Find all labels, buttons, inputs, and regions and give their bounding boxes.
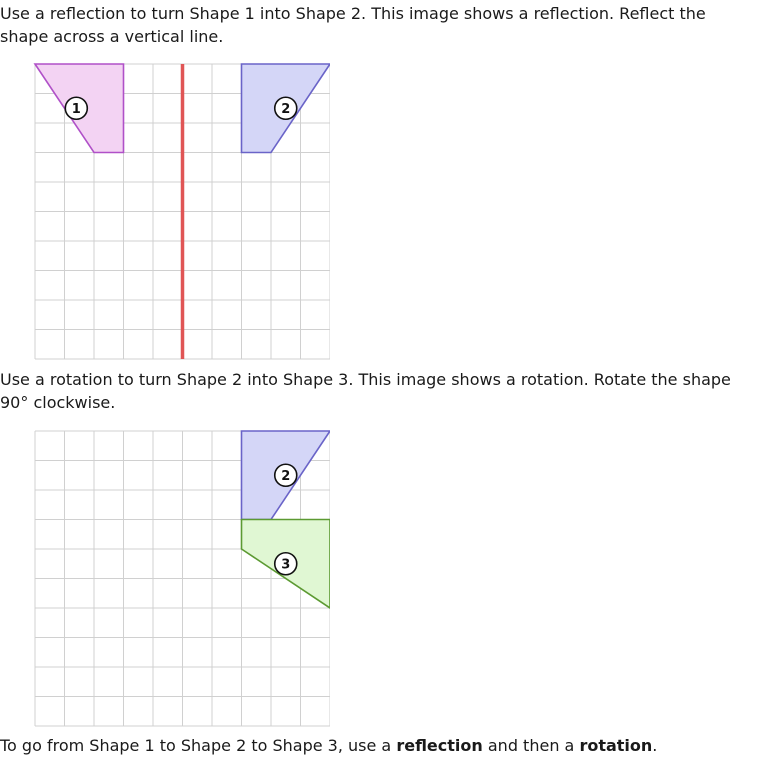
shape2-label-badge xyxy=(273,463,298,488)
shape2: 2 xyxy=(240,430,332,521)
shape3: 3 xyxy=(240,518,331,610)
shape3-label: 3 xyxy=(281,557,290,572)
shape2: 2 xyxy=(240,63,332,154)
shape1: 1 xyxy=(33,63,125,154)
reflection-instruction: Use a reflection to turn Shape 1 into Sh… xyxy=(0,4,706,46)
summary-text: To go from Shape 1 to Shape 2 to Shape 3… xyxy=(0,734,750,757)
summary-middle: and then a xyxy=(482,736,580,755)
summary-rotation-word: rotation xyxy=(579,736,653,755)
rotation-grid: 23 xyxy=(34,430,332,727)
shape2-label: 2 xyxy=(281,469,290,484)
shape1-label: 1 xyxy=(72,102,81,117)
shape2-label: 2 xyxy=(281,102,290,117)
rotation-instruction: Use a rotation to turn Shape 2 into Shap… xyxy=(0,370,731,412)
shape1-label-badge xyxy=(64,96,89,121)
shape2-label-badge xyxy=(273,96,298,121)
summary-suffix: . xyxy=(652,736,658,755)
summary-prefix: To go from Shape 1 to Shape 2 to Shape 3… xyxy=(0,736,397,755)
shape3-label-badge xyxy=(273,551,298,576)
summary-reflection-word: reflection xyxy=(396,736,483,755)
